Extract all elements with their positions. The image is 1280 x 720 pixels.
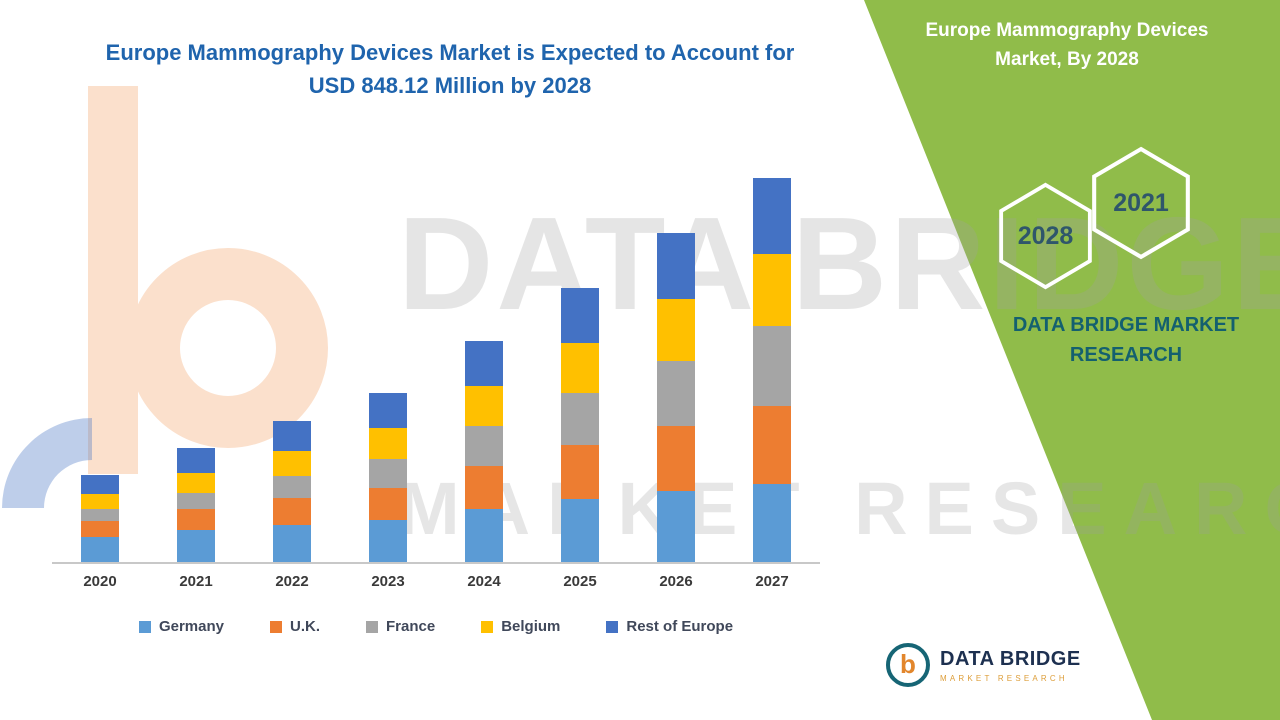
x-tick-label-2025: 2025	[563, 573, 597, 590]
stacked-bar-2027	[753, 178, 791, 562]
bar-segment-belgium-2025	[561, 342, 599, 394]
x-axis-labels: 2020 2021 2022 2023 2024 2025 2026 2027	[52, 564, 820, 590]
bar-segment-france-2023	[369, 459, 407, 488]
bar-segment-germany-2027	[753, 483, 791, 562]
bar-segment-belgium-2024	[465, 386, 503, 427]
bar-segment-u-k-2022	[273, 498, 311, 525]
logo-brand-name: DATA BRIDGE	[940, 647, 1081, 670]
legend-item-u-k: U.K.	[269, 618, 320, 635]
legend-label-u-k: U.K.	[289, 618, 320, 635]
bar-segment-rest-of-europe-2020	[81, 474, 119, 494]
stacked-bar-2023	[369, 393, 407, 562]
x-tick-label-2024: 2024	[467, 573, 501, 590]
stacked-bar-2020	[81, 474, 119, 562]
logo-monogram: b	[900, 648, 916, 679]
bar-segment-rest-of-europe-2027	[753, 178, 791, 254]
chart-title: Europe Mammography Devices Market is Exp…	[105, 40, 795, 98]
stacked-bar-2026	[657, 233, 695, 562]
legend: Germany U.K. France Belgium Rest of Europe	[52, 618, 820, 635]
stacked-bar-2025	[561, 287, 599, 562]
bar-segment-belgium-2023	[369, 428, 407, 459]
bar-segment-germany-2021	[177, 530, 215, 562]
stacked-bar-2021	[177, 448, 215, 562]
bar-segment-belgium-2021	[177, 473, 215, 493]
x-tick-label-2021: 2021	[179, 573, 213, 590]
bar-segment-rest-of-europe-2023	[369, 393, 407, 429]
bar-segment-germany-2024	[465, 509, 503, 562]
logo-texts: DATA BRIDGE MARKET RESEARCH	[940, 648, 1081, 683]
legend-swatch-u-k	[269, 620, 282, 633]
legend-item-germany: Germany	[138, 618, 224, 635]
stacked-bar-2022	[273, 421, 311, 562]
legend-label-germany: Germany	[158, 618, 224, 635]
bar-segment-u-k-2023	[369, 487, 407, 520]
bar-segment-germany-2020	[81, 536, 119, 562]
plot-area	[52, 162, 820, 564]
bar-segment-belgium-2026	[657, 298, 695, 361]
bar-segment-rest-of-europe-2025	[561, 287, 599, 343]
legend-swatch-france	[365, 620, 378, 633]
legend-label-france: France	[385, 618, 436, 635]
bar-slot-2026	[628, 162, 724, 562]
bar-segment-france-2021	[177, 492, 215, 510]
bar-segment-u-k-2025	[561, 445, 599, 500]
bar-segment-u-k-2027	[753, 406, 791, 484]
bar-segment-france-2026	[657, 360, 695, 426]
bar-segment-france-2024	[465, 426, 503, 467]
bar-slot-2024	[436, 162, 532, 562]
bar-segment-u-k-2021	[177, 509, 215, 531]
legend-swatch-rest-of-europe	[606, 620, 619, 633]
legend-item-belgium: Belgium	[481, 618, 560, 635]
bar-segment-u-k-2026	[657, 425, 695, 492]
bar-slot-2020	[52, 162, 148, 562]
bar-segment-belgium-2022	[273, 450, 311, 476]
x-tick-label-2020: 2020	[83, 573, 117, 590]
bar-segment-france-2027	[753, 325, 791, 407]
x-tick-label-2022: 2022	[275, 573, 309, 590]
bar-slot-2027	[724, 162, 820, 562]
legend-label-rest-of-europe: Rest of Europe	[626, 618, 734, 635]
bar-slot-2023	[340, 162, 436, 562]
x-tick-label-2026: 2026	[659, 573, 693, 590]
bar-segment-rest-of-europe-2021	[177, 448, 215, 474]
bar-segment-germany-2023	[369, 519, 407, 562]
bar-segment-germany-2025	[561, 499, 599, 562]
bar-slot-2021	[148, 162, 244, 562]
x-tick-label-2027: 2027	[755, 573, 789, 590]
bar-segment-france-2020	[81, 508, 119, 521]
bar-segment-rest-of-europe-2024	[465, 340, 503, 387]
bar-slot-2025	[532, 162, 628, 562]
bar-segment-u-k-2020	[81, 520, 119, 537]
logo-subtitle: MARKET RESEARCH	[940, 673, 1068, 683]
bar-segment-france-2022	[273, 475, 311, 499]
bar-segment-belgium-2027	[753, 253, 791, 326]
data-bridge-logo-icon: b	[886, 643, 930, 687]
legend-label-belgium: Belgium	[501, 618, 561, 635]
bar-segment-rest-of-europe-2026	[657, 233, 695, 299]
legend-swatch-belgium	[481, 620, 494, 633]
bar-slot-2022	[244, 162, 340, 562]
bar-segment-germany-2026	[657, 491, 695, 562]
bar-segment-belgium-2020	[81, 493, 119, 509]
bar-segment-germany-2022	[273, 524, 311, 562]
stacked-bar-2024	[465, 340, 503, 562]
bar-segment-u-k-2024	[465, 466, 503, 510]
bar-segment-france-2025	[561, 393, 599, 446]
x-tick-label-2023: 2023	[371, 573, 405, 590]
stacked-bar-chart: 2020 2021 2022 2023 2024 2025 2026 2027 Germany…	[52, 162, 820, 635]
logo-card: b DATA BRIDGE MARKET RESEARCH	[872, 634, 1110, 696]
bar-segment-rest-of-europe-2022	[273, 421, 311, 451]
legend-item-rest-of-europe: Rest of Europe	[606, 618, 733, 635]
legend-item-france: France	[365, 618, 436, 635]
legend-swatch-germany	[138, 620, 151, 633]
